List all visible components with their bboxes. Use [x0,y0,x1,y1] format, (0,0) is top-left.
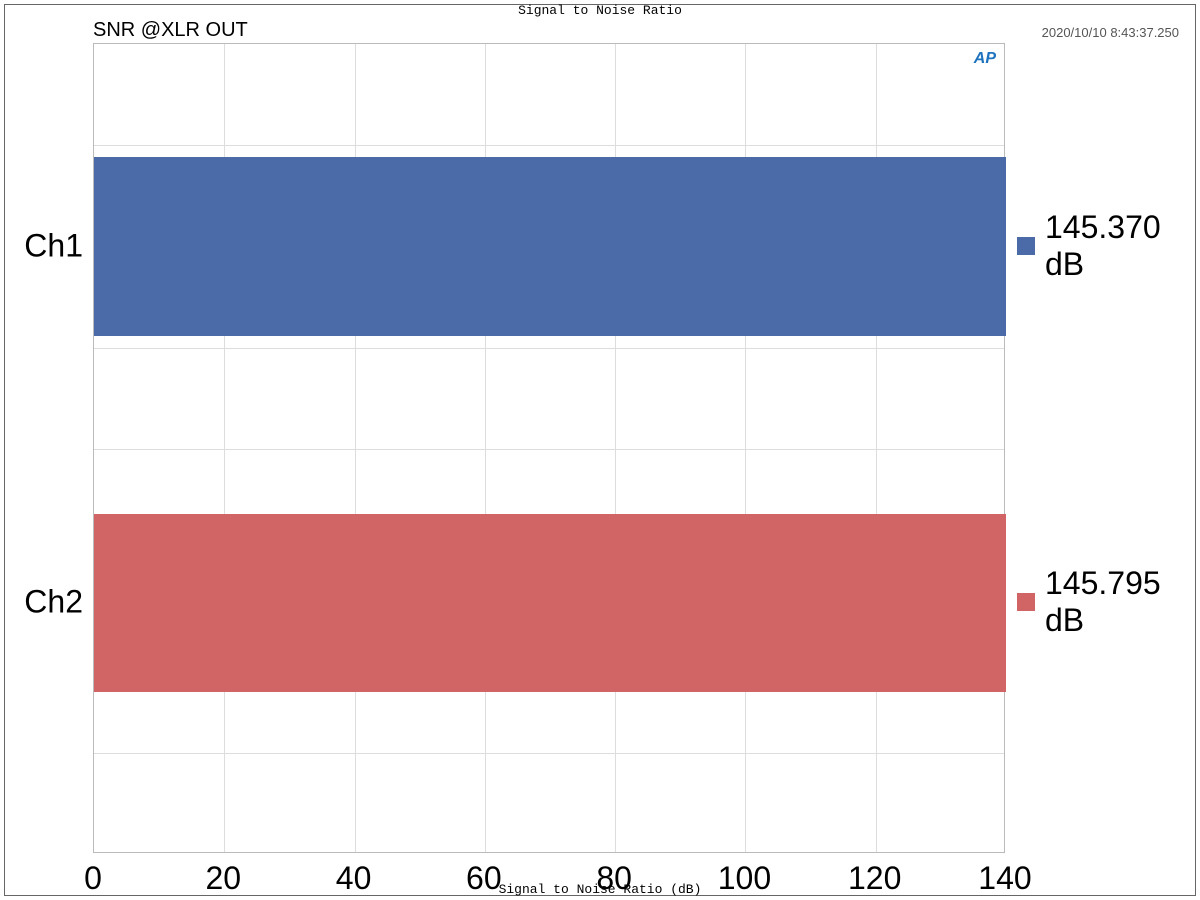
chart-container: Signal to Noise Ratio SNR @XLR OUT 2020/… [4,4,1196,896]
x-tick-label: 140 [978,860,1031,897]
gridline-horizontal [94,145,1004,146]
x-axis-label: Signal to Noise Ratio (dB) [499,882,702,897]
bar-ch2 [94,514,1006,692]
chart-title: Signal to Noise Ratio [518,3,682,18]
legend-swatch-ch1 [1017,237,1035,255]
gridline-horizontal [94,348,1004,349]
legend-value-ch2: 145.795 dB [1045,565,1195,639]
bar-ch1 [94,157,1006,335]
plot-area: AP [93,43,1005,853]
y-label-ch1: Ch1 [13,227,83,264]
legend-swatch-ch2 [1017,593,1035,611]
chart-timestamp: 2020/10/10 8:43:37.250 [1042,25,1179,40]
x-tick-label: 100 [718,860,771,897]
x-tick-label: 0 [84,860,102,897]
x-tick-label: 60 [466,860,502,897]
gridline-horizontal [94,449,1004,450]
x-tick-label: 40 [336,860,372,897]
y-label-ch2: Ch2 [13,583,83,620]
ap-logo-icon: AP [974,50,996,68]
legend-value-ch1: 145.370 dB [1045,209,1195,283]
gridline-horizontal [94,753,1004,754]
x-tick-label: 20 [205,860,241,897]
chart-subtitle: SNR @XLR OUT [93,19,248,42]
x-tick-label: 120 [848,860,901,897]
